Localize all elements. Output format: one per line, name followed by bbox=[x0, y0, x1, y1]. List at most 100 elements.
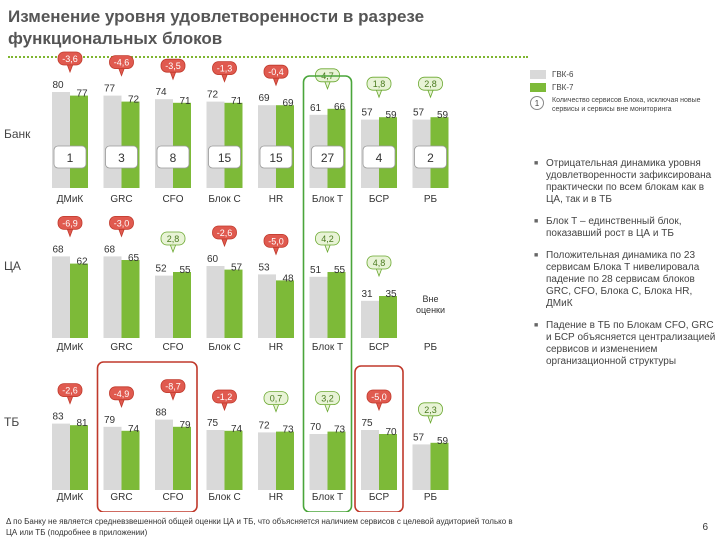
service-count-box bbox=[362, 145, 396, 169]
value-label-gvk6: 75 bbox=[361, 418, 373, 429]
value-label-gvk6: 83 bbox=[52, 412, 64, 423]
bar-gvk7-cfo bbox=[173, 102, 191, 188]
legend-swatch-gvk7 bbox=[530, 83, 546, 92]
highlight-blok-t bbox=[302, 75, 353, 512]
value-label-gvk7: 71 bbox=[179, 96, 191, 107]
value-label-gvk6: 53 bbox=[258, 262, 270, 273]
value-label-gvk7: 71 bbox=[231, 96, 243, 107]
delta-callout-дмик bbox=[57, 51, 83, 66]
bar-gvk6-cfo bbox=[155, 419, 173, 490]
value-label-gvk7: 72 bbox=[128, 95, 140, 106]
value-label-gvk6: 77 bbox=[104, 84, 116, 95]
delta-callout-дмик bbox=[57, 383, 83, 398]
delta-value: 4,8 bbox=[373, 258, 386, 268]
legend-note: 1 Количество сервисов Блока, исключая но… bbox=[530, 96, 720, 114]
delta-value: -5,0 bbox=[371, 392, 387, 402]
service-count: 2 bbox=[427, 151, 434, 165]
bar-gvk6-блок-т bbox=[309, 276, 328, 338]
value-label-gvk7: 73 bbox=[282, 425, 294, 436]
service-count: 8 bbox=[170, 151, 177, 165]
category-label-grc: GRC bbox=[110, 492, 132, 503]
category-label-cfo: CFO bbox=[162, 194, 183, 205]
bar-gvk6-бср bbox=[361, 430, 379, 490]
delta-value: -3,5 bbox=[165, 61, 181, 71]
legend-label-gvk7: ГВК-7 bbox=[552, 83, 574, 92]
bar-gvk6-блок-т bbox=[309, 434, 328, 490]
value-label-gvk6: 88 bbox=[155, 408, 167, 419]
highlight-grc-cfo bbox=[96, 361, 198, 512]
value-label-gvk6: 69 bbox=[258, 93, 270, 104]
delta-value: -1,3 bbox=[217, 64, 233, 74]
delta-value: -2,6 bbox=[217, 228, 233, 238]
legend-label-gvk6: ГВК-6 bbox=[552, 70, 574, 79]
bar-gvk6-grc bbox=[103, 426, 122, 490]
delta-value: 2,8 bbox=[167, 234, 180, 244]
bar-gvk6-блок-с bbox=[206, 266, 225, 338]
delta-value: -3,6 bbox=[62, 54, 78, 64]
value-label-gvk7: 57 bbox=[231, 263, 243, 274]
delta-callout-блок-с bbox=[212, 225, 237, 240]
value-label-gvk6: 52 bbox=[155, 264, 167, 275]
bullet-item: Блок Т – единственный блок, показавший р… bbox=[534, 216, 716, 240]
value-label-gvk6: 60 bbox=[207, 254, 219, 265]
category-label-бср: БСР bbox=[369, 492, 390, 503]
value-label-gvk7: 59 bbox=[437, 436, 449, 447]
value-label-gvk6: 72 bbox=[207, 90, 219, 101]
bar-gvk7-hr bbox=[276, 280, 294, 338]
delta-callout-рб bbox=[418, 402, 443, 417]
value-label-gvk6: 31 bbox=[361, 289, 373, 300]
delta-callout-бср bbox=[366, 76, 392, 91]
bar-gvk7-дмик bbox=[70, 263, 88, 338]
delta-value: -3,0 bbox=[114, 218, 130, 228]
service-count-box bbox=[259, 145, 293, 169]
delta-value: 4,2 bbox=[321, 234, 334, 244]
bar-gvk6-блок-с bbox=[206, 101, 225, 188]
value-label-gvk6: 70 bbox=[310, 422, 322, 433]
category-label-рб: РБ bbox=[424, 342, 438, 353]
category-label-дмик: ДМиК bbox=[57, 492, 84, 503]
value-label-gvk7: 59 bbox=[385, 110, 397, 121]
category-label-дмик: ДМиК bbox=[57, 194, 84, 205]
delta-value: -0,4 bbox=[268, 67, 284, 77]
value-label-gvk7: 65 bbox=[128, 253, 140, 264]
page-number: 6 bbox=[702, 522, 708, 533]
bar-gvk6-дмик bbox=[52, 92, 70, 188]
category-label-grc: GRC bbox=[110, 342, 132, 353]
service-count-box bbox=[156, 145, 190, 169]
bar-gvk7-бср bbox=[379, 434, 397, 490]
bar-gvk7-блок-с bbox=[224, 269, 243, 338]
value-label-gvk7: 74 bbox=[231, 424, 243, 435]
value-label-gvk7: 59 bbox=[437, 110, 449, 121]
value-label-gvk7: 66 bbox=[334, 102, 346, 113]
delta-callout-блок-т bbox=[315, 391, 340, 406]
panel-label-1: ЦА bbox=[4, 259, 21, 273]
category-label-grc: GRC bbox=[110, 194, 132, 205]
panel-label-2: ТБ bbox=[4, 415, 19, 429]
footnote: Δ по Банку не является средневзвешенной … bbox=[6, 517, 513, 537]
category-label-дмик: ДМиК bbox=[57, 342, 84, 353]
delta-value: 2,3 bbox=[424, 405, 437, 415]
value-label-gvk6: 61 bbox=[310, 103, 322, 114]
bar-gvk7-дмик bbox=[70, 95, 88, 188]
value-label-gvk7: 77 bbox=[76, 89, 88, 100]
delta-callout-hr bbox=[263, 391, 289, 406]
value-label-gvk6: 72 bbox=[258, 420, 270, 431]
bar-gvk7-блок-т bbox=[327, 431, 346, 490]
panel-label-0: Банк bbox=[4, 127, 31, 141]
commentary: Отрицательная динамика уровня удовлетвор… bbox=[534, 158, 716, 378]
service-count: 3 bbox=[118, 151, 125, 165]
delta-value: 1,8 bbox=[373, 79, 386, 89]
service-count-box bbox=[311, 145, 344, 169]
bar-gvk7-блок-с bbox=[224, 102, 243, 188]
delta-value: -4,9 bbox=[114, 389, 130, 399]
value-label-gvk7: 73 bbox=[334, 425, 346, 436]
delta-callout-бср bbox=[366, 255, 392, 270]
legend: ГВК-6 ГВК-7 1 Количество сервисов Блока,… bbox=[530, 68, 720, 114]
value-label-gvk7: 81 bbox=[76, 418, 88, 429]
delta-value: 3,2 bbox=[321, 394, 334, 404]
delta-callout-блок-с bbox=[212, 61, 237, 75]
category-label-рб: РБ bbox=[424, 492, 438, 503]
delta-value: -2,6 bbox=[62, 386, 78, 396]
bar-gvk6-рб bbox=[412, 444, 431, 490]
category-label-блок-т: Блок Т bbox=[312, 194, 343, 205]
